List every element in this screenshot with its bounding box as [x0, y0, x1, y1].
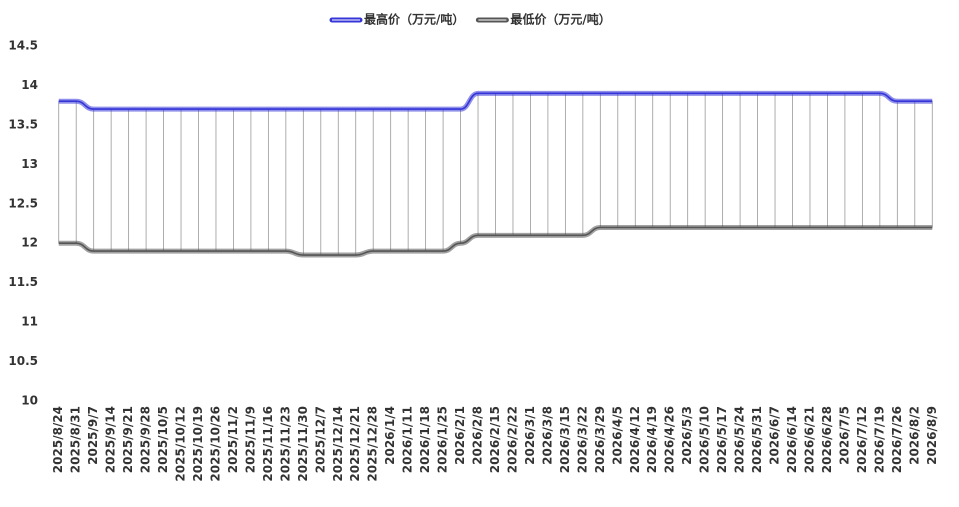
x-tick-label: 2025/8/24 — [51, 406, 65, 473]
x-tick-label: 2026/5/10 — [698, 406, 712, 473]
x-tick-label: 2026/2/22 — [505, 406, 519, 473]
legend-label: 最高价（万元/吨） — [364, 12, 464, 27]
line-series — [58, 226, 933, 256]
line-series — [58, 92, 933, 110]
x-tick-label: 2026/6/28 — [820, 406, 834, 473]
x-tick-label: 2026/5/31 — [750, 406, 764, 473]
legend-item: 最低价（万元/吨） — [475, 12, 611, 27]
y-tick-label: 10 — [21, 394, 38, 408]
x-tick-label: 2026/3/8 — [540, 406, 554, 465]
x-tick-label: 2026/7/5 — [837, 406, 851, 465]
x-tick-label: 2026/3/15 — [558, 406, 572, 473]
y-tick-label: 12 — [21, 236, 38, 250]
x-tick-label: 2025/11/23 — [278, 406, 292, 482]
x-tick-label: 2026/4/19 — [645, 406, 659, 473]
x-tick-label: 2026/1/25 — [436, 406, 450, 473]
x-tick-label: 2026/3/22 — [575, 406, 589, 473]
x-tick-label: 2026/5/24 — [733, 406, 747, 473]
x-tick-label: 2026/5/3 — [680, 406, 694, 465]
y-tick-label: 11.5 — [8, 275, 38, 289]
x-tick-label: 2026/3/1 — [523, 406, 537, 465]
x-tick-label: 2026/2/8 — [471, 406, 485, 465]
x-tick-label: 2025/10/12 — [174, 406, 188, 482]
x-tick-label: 2025/10/19 — [191, 406, 205, 482]
x-tick-label: 2025/12/28 — [366, 406, 380, 482]
x-tick-label: 2026/4/5 — [610, 406, 624, 465]
y-tick-label: 11 — [21, 315, 38, 329]
x-tick-label: 2026/7/12 — [855, 406, 869, 473]
y-tick-label: 12.5 — [8, 196, 38, 210]
y-tick-label: 10.5 — [8, 354, 38, 368]
x-tick-label: 2026/6/21 — [802, 406, 816, 473]
x-tick-label: 2026/4/12 — [628, 406, 642, 473]
x-tick-label: 2025/9/21 — [121, 406, 135, 473]
x-tick-label: 2026/4/26 — [663, 406, 677, 473]
x-tick-label: 2026/3/29 — [593, 406, 607, 473]
y-tick-label: 13.5 — [8, 117, 38, 131]
x-tick-label: 2026/2/15 — [488, 406, 502, 473]
x-tick-label: 2025/11/16 — [261, 406, 275, 482]
x-tick-label: 2026/7/19 — [872, 406, 886, 473]
x-tick-label: 2025/12/7 — [313, 406, 327, 473]
y-tick-label: 13 — [21, 157, 38, 171]
x-tick-label: 2025/9/7 — [86, 406, 100, 465]
x-tick-label: 2026/8/2 — [907, 406, 921, 465]
x-tick-label: 2026/8/9 — [925, 406, 939, 465]
x-tick-label: 2025/11/9 — [243, 406, 257, 473]
x-tick-label: 2026/6/7 — [768, 406, 782, 465]
x-tick-label: 2025/8/31 — [69, 406, 83, 473]
x-tick-label: 2025/12/21 — [348, 406, 362, 482]
x-tick-label: 2025/10/26 — [208, 406, 222, 482]
x-tick-label: 2025/10/5 — [156, 406, 170, 473]
x-tick-label: 2025/9/28 — [139, 406, 153, 473]
legend-item: 最高价（万元/吨） — [329, 12, 464, 27]
x-tick-label: 2026/5/17 — [715, 406, 729, 473]
x-tick-label: 2026/1/4 — [383, 406, 397, 465]
x-tick-label: 2025/12/14 — [331, 406, 345, 482]
y-tick-label: 14 — [21, 78, 38, 92]
x-tick-label: 2025/11/30 — [296, 406, 310, 482]
x-tick-label: 2026/1/18 — [418, 406, 432, 473]
x-tick-label: 2025/9/14 — [104, 406, 118, 473]
x-tick-label: 2026/6/14 — [785, 406, 799, 473]
x-tick-label: 2025/11/2 — [226, 406, 240, 473]
x-tick-label: 2026/7/26 — [890, 406, 904, 473]
legend-label: 最低价（万元/吨） — [510, 12, 610, 27]
x-tick-label: 2026/2/1 — [453, 406, 467, 465]
x-tick-label: 2026/1/11 — [401, 406, 415, 473]
y-tick-label: 14.5 — [8, 39, 38, 53]
